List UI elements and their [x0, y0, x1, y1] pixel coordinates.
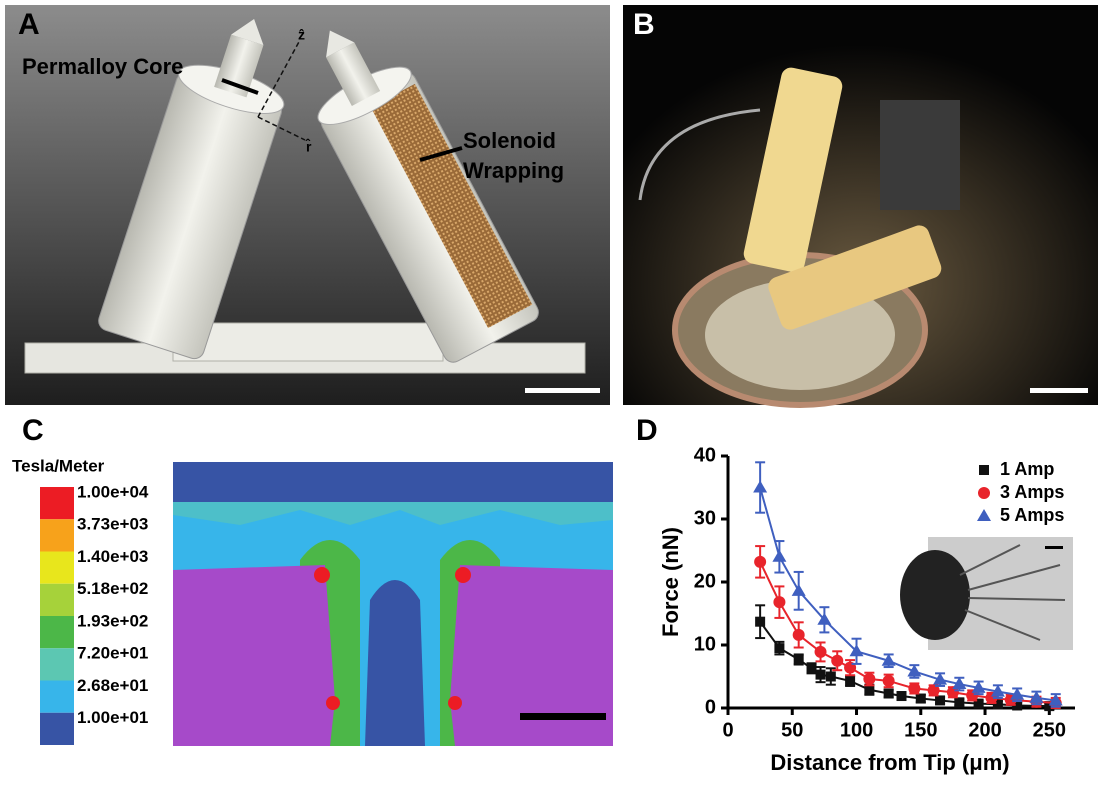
colorbar-swatch — [40, 616, 74, 648]
legend-label: 5 Amps — [1000, 505, 1064, 525]
scale-bar — [525, 388, 600, 393]
annotation: Permalloy Core — [22, 54, 183, 79]
marker — [935, 695, 945, 705]
marker — [753, 481, 767, 493]
marker — [807, 663, 817, 673]
colorbar-swatch — [40, 713, 74, 745]
x-tick-label: 50 — [781, 719, 803, 741]
marker — [908, 682, 920, 694]
x-axis-title: Distance from Tip (μm) — [770, 750, 1009, 775]
axis-label: ẑ — [298, 27, 305, 43]
axis-label: r̂ — [305, 137, 312, 154]
marker — [794, 654, 804, 664]
marker — [773, 596, 785, 608]
colorbar-label: 5.18e+02 — [77, 579, 148, 598]
colorbar-label: 1.93e+02 — [77, 611, 148, 630]
marker — [772, 550, 786, 562]
colorbar-swatch — [40, 519, 74, 551]
marker — [755, 617, 765, 627]
colorbar-swatch — [40, 648, 74, 680]
inset-tip — [900, 550, 970, 640]
y-axis-title: Force (nN) — [658, 527, 683, 637]
annotation: Wrapping — [463, 158, 564, 183]
colorbar-title: Tesla/Meter — [12, 456, 105, 475]
marker — [863, 673, 875, 685]
panel-d: D Force (nN) Distance from Tip (μm) 0 10 2… — [636, 414, 1075, 775]
marker — [774, 643, 784, 653]
marker — [884, 689, 894, 699]
scale-bar — [1045, 546, 1063, 549]
x-tick-label: 250 — [1033, 719, 1066, 741]
panel-b: B — [623, 5, 1098, 405]
y-tick-label: 40 — [694, 444, 716, 466]
marker — [792, 584, 806, 596]
legend-marker — [979, 465, 989, 475]
x-tick-label: 150 — [904, 719, 937, 741]
colorbar-label: 7.20e+01 — [77, 644, 148, 663]
marker — [826, 672, 836, 682]
colorbar-swatch — [40, 681, 74, 713]
marker — [883, 675, 895, 687]
marker — [815, 646, 827, 658]
y-tick-label: 10 — [694, 633, 716, 655]
marker — [831, 655, 843, 667]
colorbar-label: 1.00e+01 — [77, 708, 148, 727]
base-block — [173, 323, 443, 361]
hotspot — [455, 567, 471, 583]
marker — [954, 697, 964, 707]
marker — [845, 676, 855, 686]
field-region — [365, 580, 425, 746]
marker — [754, 556, 766, 568]
marker — [916, 694, 926, 704]
core-section — [173, 565, 335, 746]
y-tick-label: 30 — [694, 507, 716, 529]
marker — [897, 691, 907, 701]
x-tick-label: 0 — [722, 719, 733, 741]
x-tick-label: 200 — [968, 719, 1001, 741]
panel-a: A Permalloy Core Solenoid Wrapping ẑ r̂ — [5, 2, 610, 405]
colorbar-label: 1.00e+04 — [77, 482, 149, 501]
annotation: Solenoid — [463, 128, 556, 153]
colorbar-label: 2.68e+01 — [77, 676, 148, 695]
marker — [816, 670, 826, 680]
panel-c: C Tesla/Meter 1.00e+04 3.73e+03 1.40e+03 5.… — [12, 414, 613, 746]
legend-label: 1 Amp — [1000, 459, 1054, 479]
legend-label: 3 Amps — [1000, 482, 1064, 502]
hotspot — [326, 696, 340, 710]
colorbar-label: 3.73e+03 — [77, 515, 148, 534]
marker — [793, 629, 805, 641]
legend-marker — [978, 487, 990, 499]
panel-label: C — [22, 414, 44, 447]
legend-marker — [977, 509, 991, 521]
x-tick-label: 100 — [840, 719, 873, 741]
colorbar-label: 1.40e+03 — [77, 547, 148, 566]
colorbar-swatch — [40, 487, 74, 519]
field-region — [173, 462, 613, 502]
panel-label: D — [636, 414, 658, 447]
hotspot — [448, 696, 462, 710]
colorbar-swatch — [40, 552, 74, 584]
panel-label: B — [633, 8, 655, 41]
scale-bar — [520, 713, 606, 720]
hotspot — [314, 567, 330, 583]
panel-label: A — [18, 8, 40, 41]
figure: A Permalloy Core Solenoid Wrapping ẑ r̂ … — [0, 0, 1104, 781]
y-tick-label: 0 — [705, 696, 716, 718]
holder — [880, 100, 960, 210]
y-tick-label: 20 — [694, 570, 716, 592]
colorbar-swatch — [40, 584, 74, 616]
scale-bar — [1030, 388, 1088, 393]
